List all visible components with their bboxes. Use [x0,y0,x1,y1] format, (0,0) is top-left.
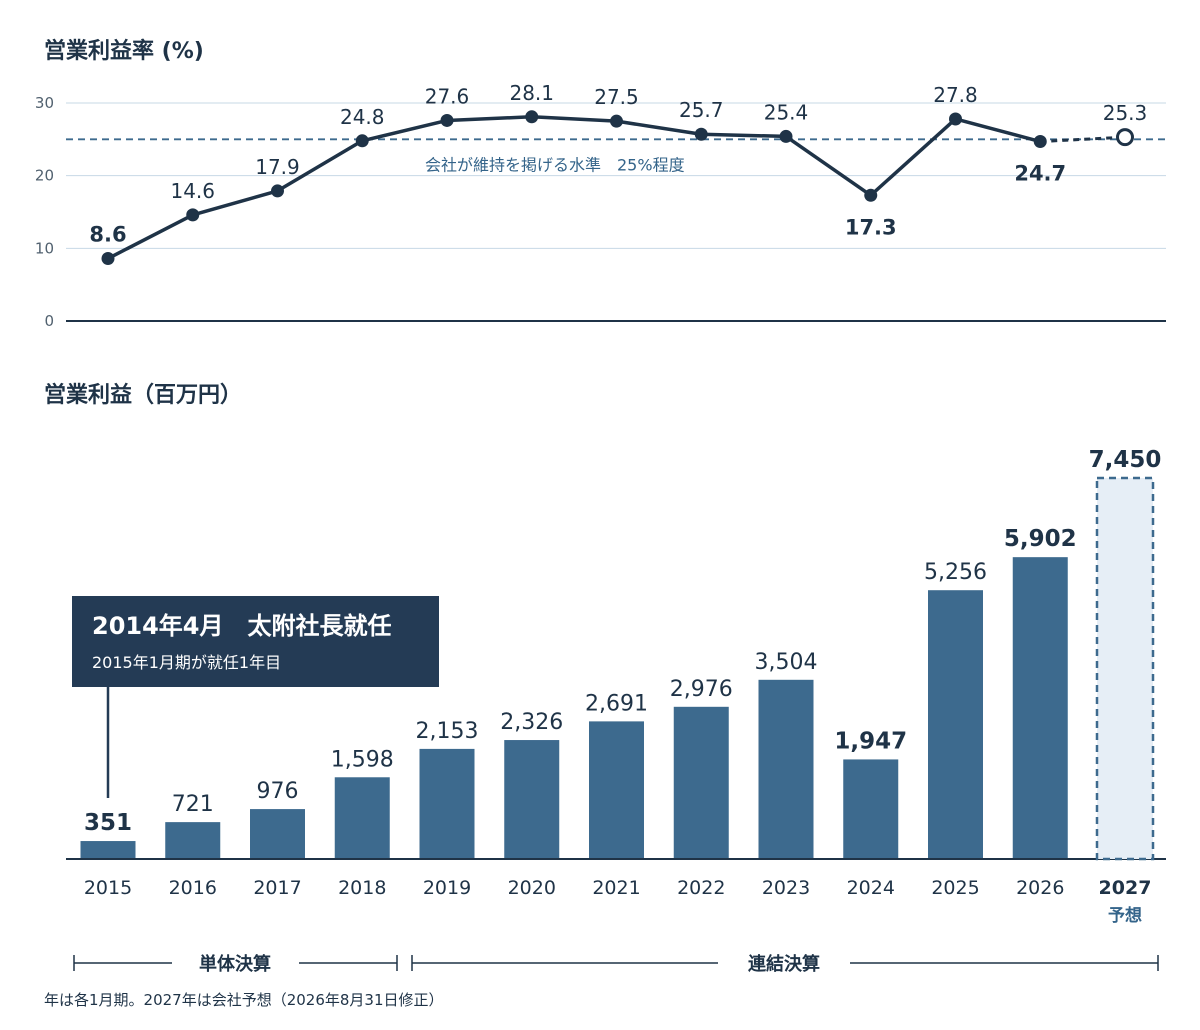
x-axis-year-label: 2027 [1099,877,1152,899]
x-axis-year-label: 2025 [931,877,979,899]
rate-point [779,129,793,143]
rate-point [694,127,708,141]
bar [419,748,475,858]
footnote: 年は各1月期。2027年は会社予想（2026年8月31日修正） [44,991,444,1009]
rate-data-label: 27.6 [425,84,470,108]
x-axis-year-label: 2023 [762,877,810,899]
bar [589,721,644,858]
x-axis-year-label: 2016 [169,877,217,899]
bar-value-label: 2,976 [670,677,733,702]
rate-point [101,252,115,266]
x-axis-year-label: 2015 [84,877,132,899]
rate-point [1033,135,1047,149]
bar-value-label: 7,450 [1089,447,1162,473]
rate-y-tick-label: 0 [44,312,54,330]
bar [1012,557,1068,858]
rate-data-label: 25.7 [679,98,724,122]
bar-value-label: 2,326 [500,710,563,735]
bar-value-label: 721 [172,792,214,817]
bar-forecast [1095,476,1155,861]
x-axis-year-label: 2017 [253,877,301,899]
x-axis-year-label: 2026 [1016,877,1064,899]
rate-point [271,184,284,198]
callout-subtitle: 2015年1月期が就任1年目 [92,653,281,672]
x-axis-year-label: 2020 [508,877,556,899]
rate-data-label: 25.4 [764,100,809,124]
x-axis-year-label: 2018 [338,877,386,899]
bar-value-label: 351 [84,810,132,836]
forecast-sublabel: 予想 [1108,905,1142,926]
rate-point [440,113,454,127]
segment-label-standalone: 単体決算 [199,953,271,975]
rate-data-label: 14.6 [170,179,215,203]
callout-title: 2014年4月 太附社長就任 [92,612,392,640]
rate-series-line [107,115,1041,261]
rate-y-tick-label: 30 [35,94,54,112]
bar-value-label: 1,947 [834,728,907,754]
segment-bracket-standalone: 単体決算 [73,953,398,975]
rate-y-tick-label: 10 [35,239,54,257]
rate-data-label: 24.8 [340,105,385,129]
segment-label-consolidated: 連結決算 [748,953,820,975]
rate-data-label: 17.9 [255,155,300,179]
x-axis-year-label: 2022 [677,877,725,899]
bar-value-label: 5,256 [924,560,987,585]
bar-value-label: 3,504 [755,650,818,675]
rate-data-label: 27.8 [933,83,978,107]
bar [80,841,136,858]
rate-data-label: 8.6 [89,223,126,247]
rate-point-forecast [1116,128,1134,147]
bar-value-label: 976 [257,779,299,804]
bar [504,740,560,858]
bar [843,759,899,858]
rate-chart-title: 営業利益率 (%) [44,38,204,64]
callout-box: 2014年4月 太附社長就任 2015年1月期が就任1年目 [72,596,439,798]
x-axis-year-label: 2019 [423,877,471,899]
bar-value-label: 2,691 [585,691,648,716]
rate-data-label: 24.7 [1014,162,1066,186]
bar [673,706,729,858]
reference-line-label: 会社が維持を掲げる水準 25%程度 [425,155,685,174]
rate-data-label: 25.3 [1103,101,1148,125]
bar-value-label: 2,153 [416,719,479,744]
x-axis-year-label: 2024 [847,877,895,899]
bar [758,679,814,858]
bar-value-label: 5,902 [1004,526,1077,552]
bar [334,777,390,858]
rate-forecast-line [1040,135,1126,144]
profit-chart-title: 営業利益（百万円） [44,382,242,408]
bar [250,809,305,858]
rate-data-label: 28.1 [509,81,554,105]
bar [928,590,983,858]
rate-point [355,134,369,148]
rate-point [525,110,539,124]
rate-point [864,188,878,202]
rate-point [186,208,200,222]
rate-y-tick-label: 20 [35,167,54,185]
bar [165,822,221,858]
bar-value-label: 1,598 [331,747,394,772]
x-axis-year-label: 2021 [592,877,640,899]
callout-background [72,596,439,687]
rate-data-label: 27.5 [594,85,639,109]
rate-point [949,112,962,126]
rate-point [610,114,623,128]
segment-bracket-consolidated: 連結決算 [411,953,1159,975]
rate-data-label: 17.3 [845,215,897,239]
